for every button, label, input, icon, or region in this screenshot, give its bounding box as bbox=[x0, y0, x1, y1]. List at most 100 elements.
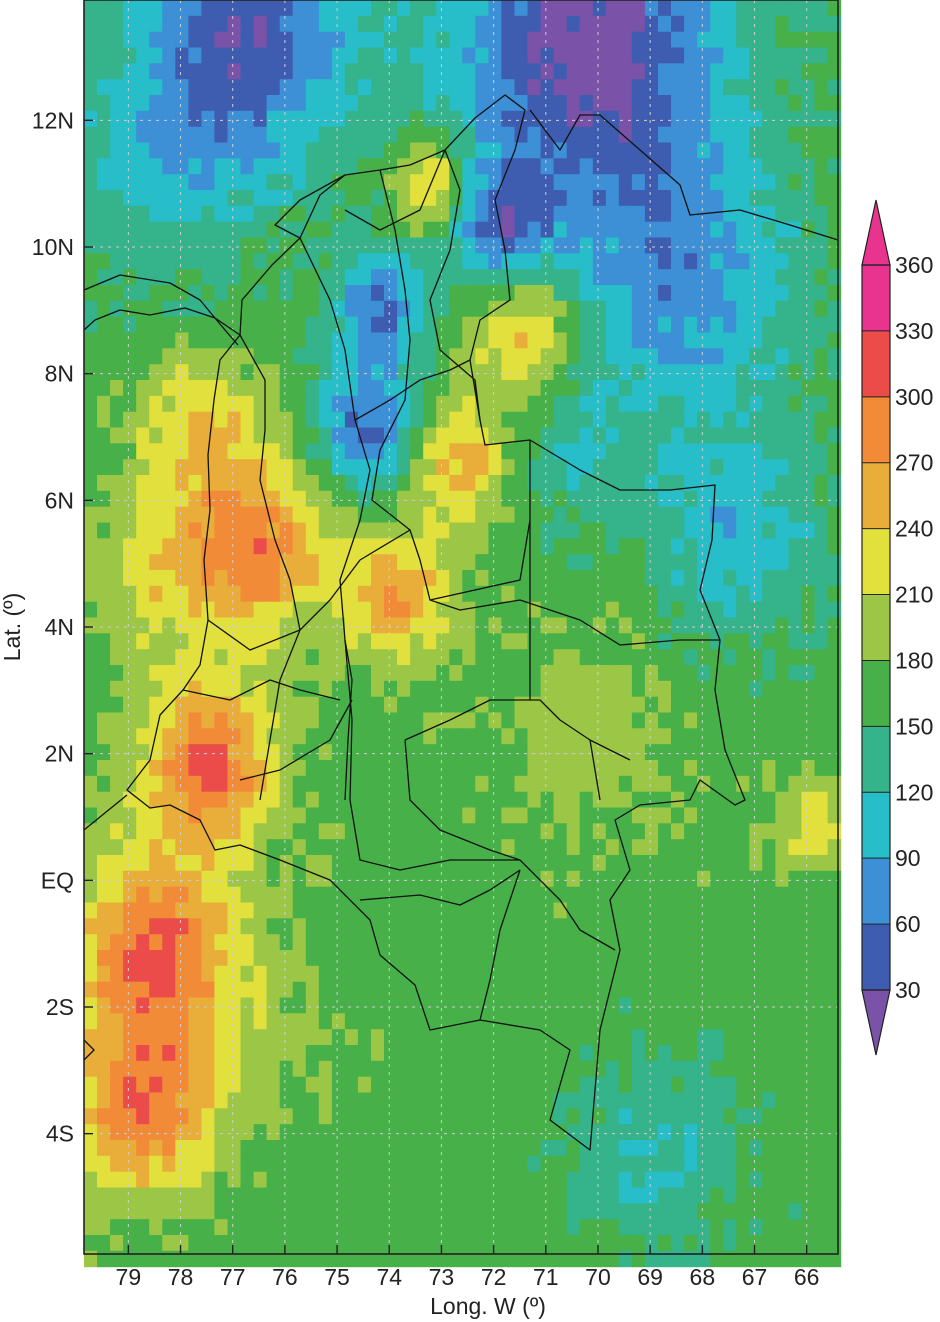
heatmap-cell bbox=[292, 332, 307, 349]
heatmap-cell bbox=[527, 1171, 542, 1189]
heatmap-cell bbox=[410, 1219, 424, 1236]
heatmap-cell bbox=[331, 443, 346, 460]
heatmap-cell bbox=[305, 918, 320, 935]
heatmap-cell bbox=[775, 1060, 789, 1078]
heatmap-cell bbox=[710, 1140, 724, 1157]
heatmap-cell bbox=[214, 744, 228, 761]
heatmap-cell bbox=[331, 1108, 346, 1125]
heatmap-cell bbox=[240, 585, 255, 603]
heatmap-cell bbox=[201, 1029, 215, 1046]
heatmap-cell bbox=[149, 47, 163, 64]
heatmap-cell bbox=[827, 1013, 842, 1030]
heatmap-cell bbox=[501, 1060, 515, 1078]
heatmap-cell bbox=[579, 918, 594, 935]
heatmap-cell bbox=[449, 380, 463, 397]
heatmap-cell bbox=[579, 221, 594, 239]
heatmap-cell bbox=[475, 680, 489, 698]
heatmap-cell bbox=[188, 1155, 202, 1173]
heatmap-cell bbox=[827, 775, 842, 793]
heatmap-cell bbox=[227, 459, 242, 476]
heatmap-cell bbox=[566, 221, 581, 239]
heatmap-cell bbox=[240, 823, 255, 840]
heatmap-cell bbox=[658, 1124, 672, 1141]
heatmap-cell bbox=[410, 95, 424, 112]
heatmap-cell bbox=[788, 364, 802, 381]
heatmap-cell bbox=[384, 1076, 398, 1094]
heatmap-cell bbox=[488, 1235, 502, 1252]
heatmap-cell bbox=[227, 1219, 242, 1236]
heatmap-cell bbox=[710, 110, 724, 128]
heatmap-cell bbox=[344, 316, 359, 334]
heatmap-cell bbox=[618, 870, 633, 888]
heatmap-cell bbox=[162, 1045, 176, 1062]
heatmap-cell bbox=[305, 680, 320, 698]
heatmap-cell bbox=[697, 538, 711, 555]
heatmap-cell bbox=[658, 807, 672, 824]
heatmap-cell bbox=[814, 839, 829, 856]
heatmap-cell bbox=[462, 395, 476, 413]
heatmap-cell bbox=[410, 1140, 424, 1157]
heatmap-cell bbox=[188, 316, 202, 334]
heatmap-cell bbox=[501, 775, 515, 793]
heatmap-cell bbox=[475, 538, 489, 555]
heatmap-cell bbox=[84, 475, 98, 492]
heatmap-cell bbox=[488, 839, 502, 856]
heatmap-cell bbox=[475, 332, 489, 349]
heatmap-cell bbox=[827, 1250, 842, 1268]
heatmap-cell bbox=[788, 870, 802, 888]
heatmap-cell bbox=[162, 269, 176, 286]
heatmap-cell bbox=[658, 538, 672, 555]
heatmap-cell bbox=[618, 1045, 633, 1062]
heatmap-cell bbox=[97, 538, 111, 555]
heatmap-cell bbox=[671, 205, 685, 223]
heatmap-cell bbox=[827, 364, 842, 381]
heatmap-cell bbox=[592, 538, 607, 555]
heatmap-cell bbox=[214, 1155, 228, 1173]
heatmap-cell bbox=[97, 31, 111, 49]
heatmap-cell bbox=[331, 1140, 346, 1157]
heatmap-cell bbox=[162, 934, 176, 951]
heatmap-cell bbox=[305, 934, 320, 951]
heatmap-cell bbox=[723, 1235, 737, 1252]
heatmap-cell bbox=[371, 696, 385, 714]
heatmap-cell bbox=[592, 1235, 607, 1252]
heatmap-cell bbox=[540, 807, 555, 824]
heatmap-cell bbox=[162, 126, 176, 144]
colorbar-segment bbox=[862, 396, 890, 464]
heatmap-cell bbox=[775, 190, 789, 207]
heatmap-cell bbox=[201, 1187, 215, 1204]
heatmap-cell bbox=[658, 205, 672, 223]
heatmap-cell bbox=[266, 142, 281, 159]
heatmap-cell bbox=[488, 300, 502, 318]
department-border-e bbox=[182, 679, 353, 781]
heatmap-cell bbox=[736, 554, 750, 571]
colorbar-tick-label: 300 bbox=[895, 384, 933, 410]
heatmap-cell bbox=[384, 348, 398, 365]
heatmap-cell bbox=[553, 870, 568, 888]
heatmap-cell bbox=[788, 1171, 802, 1189]
heatmap-cell bbox=[449, 1235, 463, 1252]
heatmap-cell bbox=[579, 348, 594, 365]
heatmap-cell bbox=[84, 823, 98, 840]
heatmap-cell bbox=[579, 190, 594, 207]
heatmap-cell bbox=[110, 427, 124, 444]
heatmap-cell bbox=[488, 490, 502, 508]
heatmap-cell bbox=[214, 15, 228, 33]
heatmap-cell bbox=[240, 31, 255, 49]
heatmap-cell bbox=[266, 1171, 281, 1189]
heatmap-cell bbox=[97, 1171, 111, 1189]
heatmap-cell bbox=[501, 364, 515, 381]
heatmap-cell bbox=[723, 886, 737, 904]
heatmap-cell bbox=[527, 791, 542, 809]
heatmap-cell bbox=[410, 15, 424, 33]
heatmap-cell bbox=[149, 1045, 163, 1062]
heatmap-cell bbox=[240, 316, 255, 334]
heatmap-cell bbox=[97, 47, 111, 64]
heatmap-cell bbox=[384, 47, 398, 64]
heatmap-cell bbox=[540, 1140, 555, 1157]
heatmap-cell bbox=[175, 1203, 189, 1220]
heatmap-cell bbox=[736, 902, 750, 919]
heatmap-cell bbox=[762, 300, 776, 318]
heatmap-cell bbox=[136, 728, 150, 745]
heatmap-cell bbox=[371, 1045, 385, 1062]
